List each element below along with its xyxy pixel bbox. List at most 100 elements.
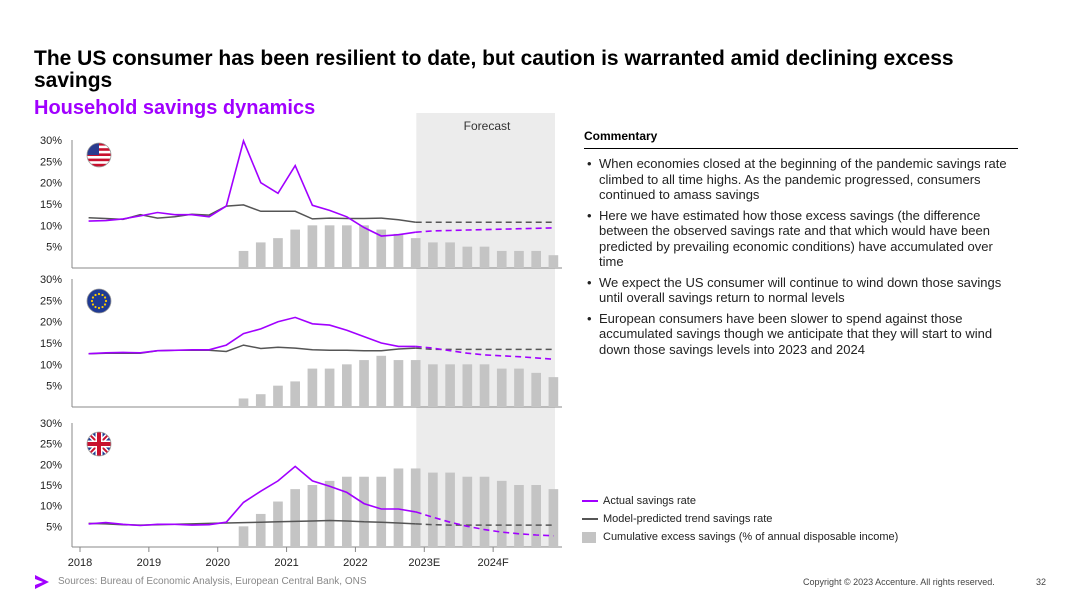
commentary-list: When economies closed at the beginning o… xyxy=(584,156,1018,357)
excess-savings-bar xyxy=(273,238,283,268)
y-tick-label: 20% xyxy=(40,317,62,329)
legend-label-actual: Actual savings rate xyxy=(603,495,696,507)
excess-savings-bar xyxy=(307,225,318,268)
excess-savings-bar xyxy=(428,242,438,268)
excess-savings-bar xyxy=(479,364,490,407)
eu-star xyxy=(91,296,95,299)
eu-star xyxy=(97,306,101,310)
excess-savings-bar xyxy=(462,476,473,547)
page-number: 32 xyxy=(1036,577,1047,587)
eu-star xyxy=(104,299,108,303)
excess-savings-bar xyxy=(359,360,369,407)
panel-uk: 5% 10% 15% 20% 25% 30% xyxy=(40,418,562,548)
actual-savings-line xyxy=(88,465,416,527)
forecast-label: Forecast xyxy=(464,119,511,133)
eu-flag-icon xyxy=(86,288,112,314)
legend-item-excess: Cumulative excess savings (% of annual d… xyxy=(582,528,898,546)
y-tick-label: 5% xyxy=(46,242,62,254)
y-tick-label: 30% xyxy=(40,274,62,286)
actual-savings-line xyxy=(88,316,416,355)
excess-savings-bar xyxy=(410,238,421,268)
excess-savings-bar xyxy=(238,526,249,547)
y-tick-label: 25% xyxy=(40,156,62,168)
excess-savings-bar xyxy=(342,225,352,268)
sources-note: Sources: Bureau of Economic Analysis, Eu… xyxy=(58,576,367,587)
forecast-shading xyxy=(416,113,555,547)
excess-savings-bar xyxy=(479,246,490,268)
panel-us: 5% 10% 15% 20% 25% 30% xyxy=(40,135,562,269)
eu-star xyxy=(94,293,97,297)
excess-savings-bar xyxy=(359,476,369,547)
eu-star xyxy=(101,293,104,297)
excess-savings-bar xyxy=(531,250,541,268)
legend-item-actual: Actual savings rate xyxy=(582,492,898,510)
page-title: The US consumer has been resilient to da… xyxy=(34,47,954,92)
eu-star xyxy=(97,292,101,296)
eu-star xyxy=(103,296,107,299)
y-tick-label: 15% xyxy=(40,480,62,492)
excess-savings-bar xyxy=(496,480,507,547)
excess-savings-bar xyxy=(290,229,300,268)
y-tick-label: 15% xyxy=(40,199,62,211)
excess-savings-bar xyxy=(531,372,541,407)
excess-savings-bar xyxy=(273,385,283,407)
excess-savings-bar xyxy=(548,255,559,268)
y-tick-label: 25% xyxy=(40,295,62,307)
excess-savings-bar xyxy=(273,501,283,547)
excess-savings-bar xyxy=(359,225,369,268)
legend-swatch-trend xyxy=(582,518,598,520)
eu-star xyxy=(101,305,104,309)
legend-item-trend: Model-predicted trend savings rate xyxy=(582,510,898,528)
excess-savings-bar xyxy=(376,229,387,268)
excess-savings-bar xyxy=(445,472,455,547)
panel-eu: 5% 10% 15% 20% 25% 30% xyxy=(40,274,562,408)
copyright-note: Copyright © 2023 Accenture. All rights r… xyxy=(803,577,995,587)
y-tick-label: 5% xyxy=(46,381,62,393)
trend-savings-line xyxy=(88,204,416,224)
excess-savings-bar xyxy=(324,225,335,268)
x-tick-label: 2020 xyxy=(205,557,229,569)
excess-savings-bar xyxy=(376,476,387,547)
excess-savings-bar xyxy=(255,394,266,407)
excess-savings-bar xyxy=(496,250,507,268)
excess-savings-bar xyxy=(238,250,249,268)
legend-swatch-excess xyxy=(582,531,596,543)
x-tick-label: 2024F xyxy=(478,557,509,569)
excess-savings-bar xyxy=(290,489,300,547)
excess-savings-bar xyxy=(428,364,438,407)
excess-savings-bar xyxy=(514,368,524,407)
y-tick-label: 5% xyxy=(46,521,62,533)
trend-savings-forecast-line xyxy=(415,523,554,526)
accenture-logo-icon xyxy=(35,575,49,589)
excess-savings-bar xyxy=(479,476,490,547)
commentary-bullet: When economies closed at the beginning o… xyxy=(584,156,1018,203)
savings-charts: Forecast 5% 10% 15% 20% 25% 30% 5% 10% 15% 20% 25%… xyxy=(40,113,562,569)
legend-swatch-actual xyxy=(582,500,598,502)
actual-savings-forecast-line xyxy=(415,227,554,233)
commentary-heading: Commentary xyxy=(584,129,1018,149)
legend-label-excess: Cumulative excess savings (% of annual d… xyxy=(603,531,899,543)
excess-savings-bar xyxy=(307,368,318,407)
excess-savings-bar xyxy=(462,246,473,268)
commentary-bullet: European consumers have been slower to s… xyxy=(584,311,1018,358)
commentary-panel: Commentary When economies closed at the … xyxy=(584,129,1018,362)
x-tick-label: 2018 xyxy=(68,557,92,569)
excess-savings-bar xyxy=(324,368,335,407)
eu-star xyxy=(91,303,95,306)
legend-label-trend: Model-predicted trend savings rate xyxy=(603,513,773,525)
excess-savings-bar xyxy=(393,468,404,547)
x-tick-label: 2021 xyxy=(274,557,298,569)
eu-star xyxy=(94,305,97,309)
page-subtitle: Household savings dynamics xyxy=(34,97,316,119)
actual-savings-forecast-line xyxy=(415,345,554,360)
excess-savings-bar xyxy=(445,242,455,268)
eu-star xyxy=(103,303,107,306)
excess-savings-bar xyxy=(342,476,352,547)
excess-savings-bar xyxy=(514,485,524,547)
excess-savings-bar xyxy=(290,381,300,407)
x-tick-label: 2019 xyxy=(137,557,161,569)
y-tick-label: 10% xyxy=(40,359,62,371)
excess-savings-bar xyxy=(428,472,438,547)
excess-savings-bar xyxy=(462,364,473,407)
y-tick-label: 30% xyxy=(40,135,62,147)
